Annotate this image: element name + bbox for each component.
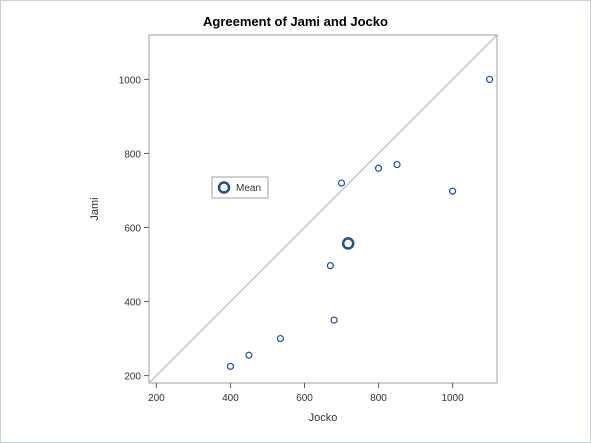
y-tick-label: 400 [124,298,141,309]
data-point [276,334,285,343]
data-point [393,160,401,169]
data-point [226,362,235,370]
y-tick-label: 600 [124,224,141,235]
mean-point [341,237,355,250]
data-point [374,164,383,172]
identity-reference-line [148,34,498,384]
legend-label-mean: Mean [236,183,261,194]
y-axis: 200 400 600 800 1000 [119,75,149,383]
data-point [326,262,335,270]
data-point [245,351,253,359]
y-tick-label: 200 [124,372,141,383]
y-axis-label: Jami [89,197,101,220]
x-tick-label: 200 [148,393,165,404]
x-tick-label: 800 [370,393,387,404]
data-point [330,316,338,324]
data-point [448,187,457,195]
legend: Mean [211,176,269,199]
data-point [485,75,494,84]
chart-title: Agreement of Jami and Jocko [203,14,388,29]
data-point [337,179,346,187]
y-tick-label: 800 [124,149,141,160]
x-axis-label: Jocko [309,412,338,424]
data-points [226,75,494,370]
x-tick-label: 600 [296,393,313,404]
x-axis: 200 400 600 800 1000 [148,383,464,404]
legend-mean-marker [217,181,231,194]
x-tick-label: 1000 [441,393,464,404]
x-tick-label: 400 [222,393,239,404]
plot-area [148,34,498,384]
y-tick-label: 1000 [119,75,142,86]
